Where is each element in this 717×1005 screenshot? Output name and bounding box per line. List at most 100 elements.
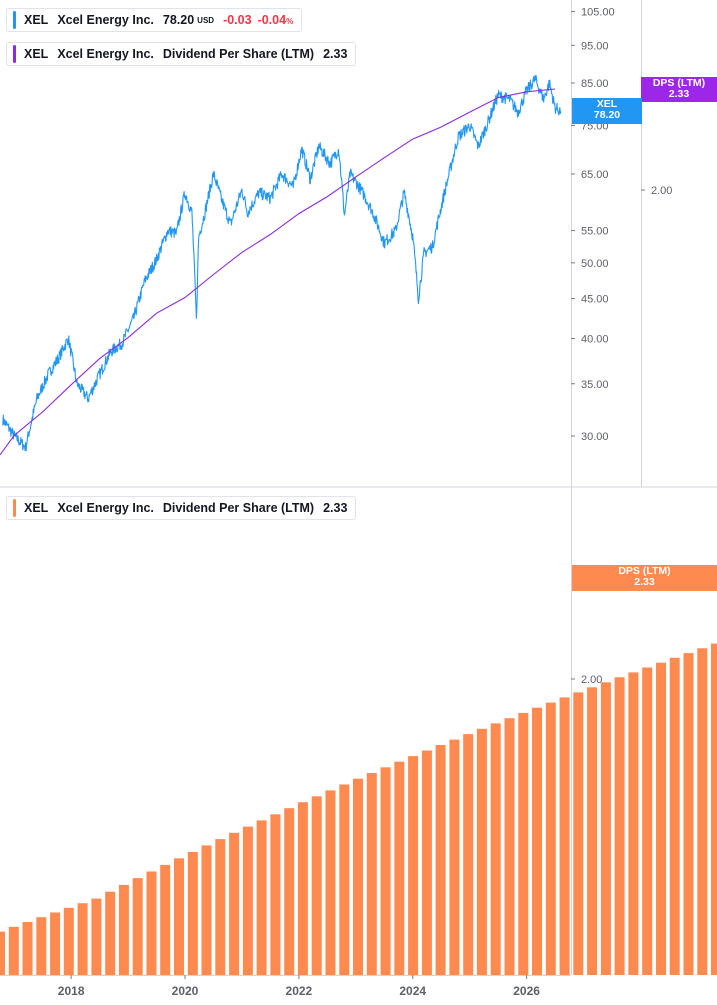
dps-bar[interactable] xyxy=(174,858,184,975)
legend-metric: Dividend Per Share (LTM) xyxy=(162,47,315,61)
legend-symbol: XEL xyxy=(24,501,49,515)
dps-bar[interactable] xyxy=(669,657,680,975)
bar-axis: 2.00 xyxy=(571,674,602,686)
price-axis-label: 50.00 xyxy=(581,258,609,270)
time-axis-label: 2024 xyxy=(399,984,426,998)
dps-bar[interactable] xyxy=(201,845,212,975)
time-axis-label: 2022 xyxy=(286,984,313,998)
dps-bar[interactable] xyxy=(105,891,116,975)
price-axis-label: 40.00 xyxy=(581,333,609,345)
dps-bar[interactable] xyxy=(242,826,253,975)
dps-series-line[interactable] xyxy=(0,88,556,456)
dps-last-value-tag: DPS (LTM) 2.33 xyxy=(641,77,717,102)
dps-bar[interactable] xyxy=(697,648,708,975)
legend-symbol: XEL xyxy=(24,47,49,61)
dps-bar[interactable] xyxy=(518,712,529,975)
time-axis-label: 2020 xyxy=(172,984,199,998)
dps-bar[interactable] xyxy=(132,878,143,975)
dps-bars[interactable] xyxy=(0,578,717,975)
dps-bar[interactable] xyxy=(215,839,226,975)
dps-bar[interactable] xyxy=(187,851,198,975)
dps-bar[interactable] xyxy=(449,739,460,975)
price-axis-label: 45.00 xyxy=(581,294,609,306)
dps-bar[interactable] xyxy=(642,667,653,976)
price-tag-value: 78.20 xyxy=(593,109,621,121)
dps-tag-value: 2.33 xyxy=(668,88,690,100)
dps-bar[interactable] xyxy=(22,922,33,975)
legend-symbol: XEL xyxy=(24,13,49,27)
dps-bar[interactable] xyxy=(628,672,639,975)
dps-bar[interactable] xyxy=(463,734,474,975)
dps-bar[interactable] xyxy=(325,790,336,975)
time-axis-label: 2026 xyxy=(513,984,540,998)
time-axis: 2018 2020 2022 2024 2026 xyxy=(58,975,540,998)
legend-price-value: 78.20 xyxy=(162,13,195,27)
legend-color-price xyxy=(13,11,16,29)
dps-bar[interactable] xyxy=(532,707,542,975)
dps-bar[interactable] xyxy=(63,907,74,975)
dps-bar[interactable] xyxy=(297,802,308,975)
legend-currency: USD xyxy=(197,15,215,25)
dps-bar[interactable] xyxy=(380,767,391,975)
legend-color-dps-line xyxy=(13,45,16,63)
dps-bar[interactable] xyxy=(270,814,281,975)
legend-company: Xcel Energy Inc. xyxy=(57,501,154,515)
dps-bar[interactable] xyxy=(504,718,515,975)
legend-metric: Dividend Per Share (LTM) xyxy=(162,501,315,515)
dps-bar[interactable] xyxy=(656,662,666,975)
bar-tag-value: 2.33 xyxy=(634,576,655,588)
dps-bar[interactable] xyxy=(600,682,611,975)
dps-bar[interactable] xyxy=(683,653,694,975)
time-axis-label: 2018 xyxy=(58,984,85,998)
dps-bar[interactable] xyxy=(490,723,501,975)
legend-change-pct-value: -0.04 xyxy=(257,13,287,27)
dps-tag-name: DPS (LTM) xyxy=(652,77,706,89)
dps-bar[interactable] xyxy=(284,808,295,975)
dps-bar[interactable] xyxy=(311,796,322,975)
dps-bar[interactable] xyxy=(77,903,88,975)
dps-bar[interactable] xyxy=(573,692,584,975)
dps-bar[interactable] xyxy=(50,912,61,976)
price-tag-symbol: XEL xyxy=(596,98,618,110)
bar-last-value-tag: DPS (LTM) 2.33 xyxy=(572,565,717,591)
price-axis-label: 95.00 xyxy=(581,40,609,52)
dps-bar[interactable] xyxy=(545,702,556,975)
legend-color-dps-bars xyxy=(13,499,16,517)
legend-price[interactable]: XEL Xcel Energy Inc. 78.20 USD -0.03 -0.… xyxy=(6,8,303,32)
bar-axis-label: 2.00 xyxy=(581,674,602,686)
dps-bar[interactable] xyxy=(36,917,47,975)
dps-axis-label: 2.00 xyxy=(651,185,672,197)
dps-bar[interactable] xyxy=(394,761,405,975)
legend-change: -0.03 xyxy=(223,13,252,27)
dps-bar[interactable] xyxy=(476,728,487,975)
price-axis-label: 65.00 xyxy=(581,169,609,181)
legend-dps-line[interactable]: XEL Xcel Energy Inc. Dividend Per Share … xyxy=(6,42,357,66)
price-last-value-tag: XEL 78.20 xyxy=(572,98,642,124)
dps-bar[interactable] xyxy=(614,677,625,975)
dps-bar[interactable] xyxy=(229,832,240,975)
dps-bar[interactable] xyxy=(366,773,377,975)
price-axis-label: 55.00 xyxy=(581,226,609,238)
dps-axis: 2.00 xyxy=(641,185,672,197)
dps-bar[interactable] xyxy=(421,750,432,976)
dps-bar[interactable] xyxy=(559,697,570,975)
dps-bar[interactable] xyxy=(146,871,157,976)
price-pane[interactable] xyxy=(0,74,562,456)
dps-bar[interactable] xyxy=(711,643,717,975)
price-series-line[interactable] xyxy=(2,74,562,452)
dps-bar[interactable] xyxy=(8,926,19,975)
dps-bar[interactable] xyxy=(160,864,171,975)
dps-bar[interactable] xyxy=(353,778,363,975)
dps-bar[interactable] xyxy=(435,745,446,975)
dps-bar[interactable] xyxy=(118,884,129,975)
dps-bar[interactable] xyxy=(91,898,102,975)
dps-bar[interactable] xyxy=(408,756,419,975)
dps-bar[interactable] xyxy=(0,931,5,975)
dps-bar[interactable] xyxy=(339,784,350,976)
dps-bar[interactable] xyxy=(256,820,267,975)
legend-dps-bars[interactable]: XEL Xcel Energy Inc. Dividend Per Share … xyxy=(6,496,357,520)
legend-dps-value: 2.33 xyxy=(323,501,348,515)
legend-company: Xcel Energy Inc. xyxy=(57,47,154,61)
dps-bar[interactable] xyxy=(587,687,598,975)
legend-pct-sign: % xyxy=(286,17,294,26)
